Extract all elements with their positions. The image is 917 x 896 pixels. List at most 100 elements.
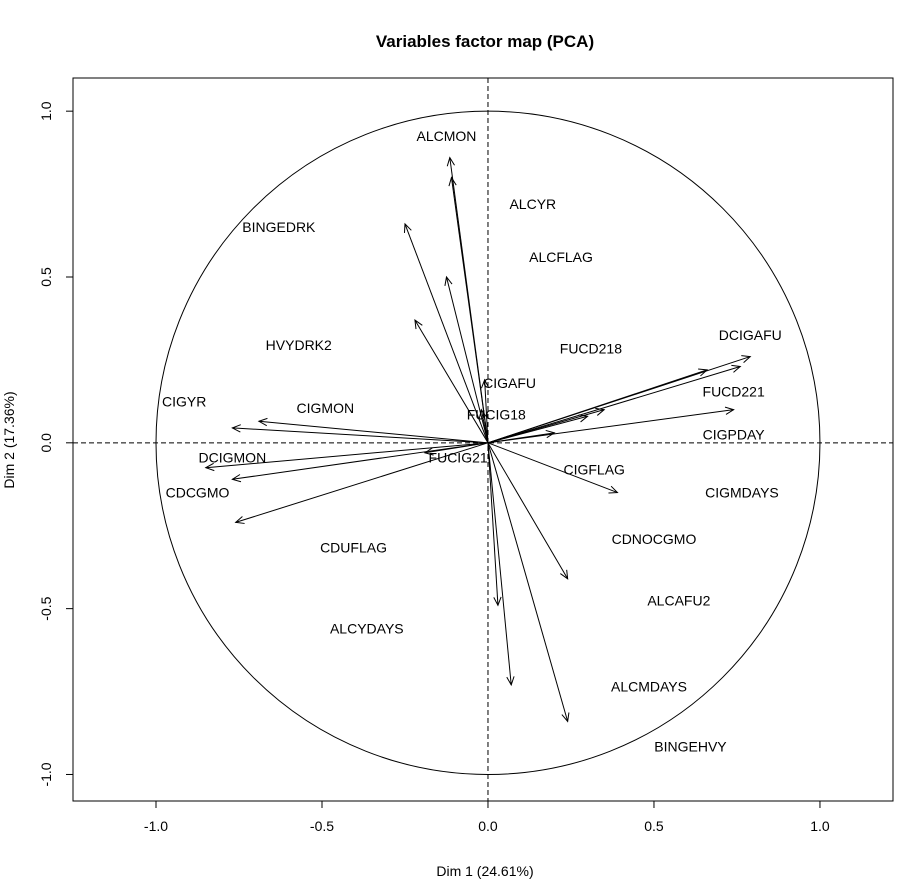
labels-layer: ALCMON ALCYR BINGEDRK ALCFLAG HVYDRK2 DCIGAFU… <box>162 128 782 754</box>
plot-frame <box>72 77 894 802</box>
arrow-shaft <box>487 409 734 444</box>
arrow-head <box>231 474 242 483</box>
arrow-shaft <box>487 442 618 494</box>
variable-arrow <box>487 442 619 494</box>
arrow-head <box>444 275 453 286</box>
arrow-shaft <box>450 177 489 443</box>
x-tick-label: 0.5 <box>644 818 664 834</box>
arrow-head <box>545 429 556 439</box>
arrow-head <box>698 368 709 377</box>
arrows-layer <box>204 156 752 723</box>
y-tick-label: -0.5 <box>38 596 54 620</box>
variable-arrow <box>423 442 489 456</box>
arrow-head <box>234 516 245 524</box>
correlation-circle <box>155 110 821 775</box>
variable-label: ALCFLAG <box>529 249 593 265</box>
arrow-shaft <box>487 442 569 580</box>
arrow-shaft <box>487 432 555 444</box>
variable-label: FUCD221 <box>703 383 765 399</box>
variable-arrow <box>487 442 502 607</box>
variable-label: CDUFLAG <box>320 539 387 555</box>
x-tick-label: -0.5 <box>310 818 334 834</box>
variable-label: FUCIG21 <box>429 450 488 466</box>
y-axis-label: Dim 2 (17.36%) <box>1 391 17 488</box>
y-tick-label: -1.0 <box>38 762 54 786</box>
arrow-shaft <box>487 442 569 722</box>
arrow-head <box>595 407 606 416</box>
variable-label: CIGMON <box>297 400 355 416</box>
arrow-shaft <box>232 427 489 444</box>
variable-arrow <box>487 442 570 723</box>
arrow-shaft <box>487 366 741 444</box>
x-tick-label: -1.0 <box>144 818 168 834</box>
variable-arrow <box>414 319 489 444</box>
y-tick-label: 0.0 <box>38 433 54 453</box>
variable-arrow <box>487 429 556 444</box>
arrow-head <box>414 319 423 330</box>
variable-arrow <box>257 417 489 444</box>
variable-arrow <box>444 275 489 443</box>
variable-label: ALCYDAYS <box>330 621 404 637</box>
arrow-head <box>560 569 569 580</box>
variable-label: CIGPDAY <box>703 427 766 443</box>
arrow-shaft <box>414 319 489 444</box>
variable-arrow <box>487 368 709 444</box>
arrow-head <box>478 408 487 419</box>
variable-arrow <box>204 442 489 472</box>
y-tick-label: 0.5 <box>38 267 54 287</box>
arrow-head <box>608 485 619 494</box>
x-axis-label: Dim 1 (24.61%) <box>436 863 533 879</box>
variable-label: BINGEDRK <box>242 219 316 235</box>
y-tick-label: 1.0 <box>38 101 54 121</box>
axes-layer: -1.0 -0.5 0.0 0.5 1.0 -1.0 -0.5 0.0 0.5 1.0 <box>38 78 893 834</box>
arrow-shaft <box>487 442 512 685</box>
variable-label: CIGFLAG <box>563 461 624 477</box>
arrow-head <box>741 355 752 364</box>
arrow-shaft <box>404 223 489 443</box>
variable-arrow <box>478 408 489 443</box>
variable-label: CDCGMO <box>166 485 230 501</box>
arrow-head <box>231 424 241 433</box>
arrow-head <box>448 176 457 187</box>
x-tick-label: 1.0 <box>810 818 830 834</box>
arrow-head <box>493 596 502 607</box>
variable-label: HVYDRK2 <box>266 337 332 353</box>
variable-arrow <box>487 364 742 444</box>
arrow-head <box>561 712 570 723</box>
variable-label: CIGMDAYS <box>705 485 779 501</box>
arrow-head <box>724 406 735 415</box>
variable-label: ALCMDAYS <box>611 679 687 695</box>
arrow-shaft <box>487 442 499 606</box>
chart-title: Variables factor map (PCA) <box>376 32 594 51</box>
variable-label: FUCIG18 <box>467 407 526 423</box>
arrow-head <box>446 156 455 167</box>
variable-arrow <box>487 442 515 687</box>
arrow-shaft <box>258 420 489 444</box>
arrow-head <box>423 447 434 456</box>
variable-label: ALCYR <box>509 196 556 212</box>
arrow-head <box>506 676 515 687</box>
arrow-shaft <box>487 369 708 444</box>
variable-arrow <box>487 414 589 444</box>
variable-arrow <box>234 442 489 524</box>
arrow-shaft <box>424 442 489 454</box>
variable-arrow <box>487 406 735 444</box>
variable-label: CIGAFU <box>483 375 536 391</box>
arrow-shaft <box>235 442 489 523</box>
variable-label: CDNOCGMO <box>612 531 697 547</box>
arrow-shaft <box>445 276 489 443</box>
arrow-shaft <box>480 409 489 443</box>
variable-arrow <box>231 442 489 483</box>
arrow-shaft <box>484 379 489 443</box>
variable-arrow <box>403 222 489 443</box>
variable-arrow <box>448 176 489 443</box>
arrow-shaft <box>232 442 489 480</box>
variable-label: ALCAFU2 <box>647 592 710 608</box>
arrow-head <box>731 364 742 373</box>
variable-arrow <box>231 424 489 444</box>
variable-label: BINGEHVY <box>654 738 727 754</box>
arrow-shaft <box>205 442 489 469</box>
variable-label: DCIGAFU <box>719 327 782 343</box>
variable-arrow <box>480 378 490 443</box>
